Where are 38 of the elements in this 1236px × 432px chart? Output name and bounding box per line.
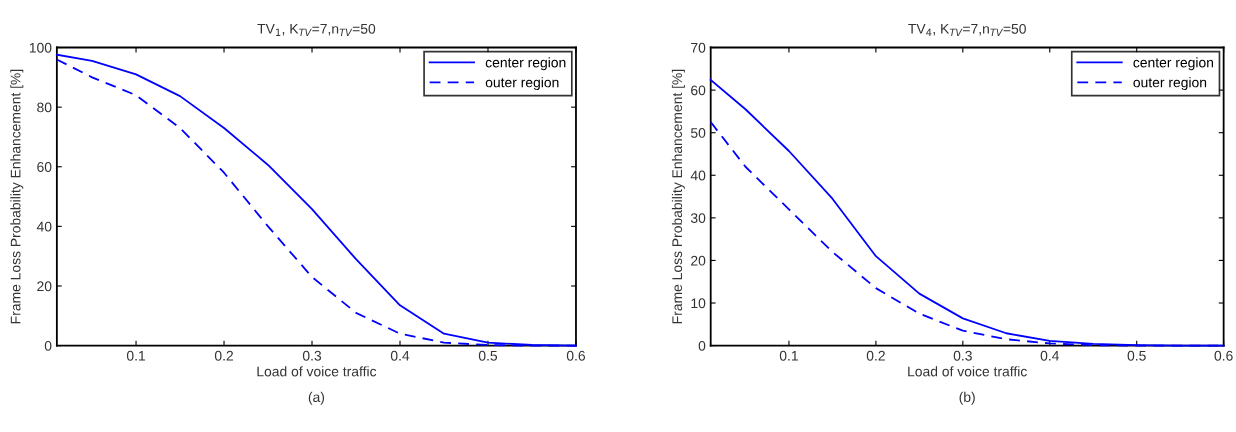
chart-title: TV$_{4}$, K$_{TV}$=7,n$_{TV}$=50 (908, 23, 1026, 36)
x-tick-label: 0.4 (390, 350, 410, 361)
x-axis-title: Load of voice traffic (908, 366, 1027, 377)
x-tick-label: 0.1 (779, 350, 798, 361)
y-axis-title: Frame Loss Probability Enhancement [%] (10, 69, 24, 324)
x-tick-label: 0.5 (1127, 350, 1146, 361)
legend-label: center region (1133, 57, 1214, 71)
x-tick-label: 0.6 (566, 350, 586, 361)
y-tick-label: 0 (44, 340, 52, 351)
y-tick-label: 60 (37, 162, 52, 172)
y-tick-label: 0 (698, 340, 706, 351)
x-axis-title: Load of voice traffic (257, 366, 377, 377)
x-tick-label: 0.3 (302, 350, 322, 361)
y-tick-label: 40 (690, 170, 706, 181)
y-tick-label: 60 (691, 85, 706, 96)
legend-label: outer region (1133, 77, 1207, 91)
y-axis-title: Frame Loss Probability Enhancement [%] (671, 69, 685, 324)
legend-label: outer region (485, 77, 559, 91)
x-tick-label: 0.2 (214, 350, 233, 361)
legend-label: center region (485, 57, 566, 71)
y-tick-label: 10 (691, 298, 706, 309)
text: (a) (308, 391, 325, 405)
x-tick-label: 0.1 (126, 350, 146, 361)
y-tick-label: 40 (36, 221, 52, 232)
y-tick-label: 20 (691, 255, 706, 266)
y-tick-label: 80 (37, 102, 52, 113)
chart-title: TV$_{1}$, K$_{TV}$=7,n$_{TV}$=50 (257, 23, 376, 36)
x-tick-label: 0.3 (953, 350, 972, 361)
y-tick-label: 50 (690, 128, 706, 138)
x-tick-label: 0.6 (1214, 350, 1233, 361)
x-tick-label: 0.4 (1040, 350, 1060, 361)
y-tick-label: 70 (691, 42, 706, 53)
text: (b) (959, 391, 975, 405)
y-tick-label: 30 (690, 213, 706, 224)
x-tick-label: 0.2 (866, 350, 885, 361)
x-tick-label: 0.5 (478, 350, 498, 361)
y-tick-label: 100 (29, 42, 52, 53)
y-tick-label: 20 (37, 281, 52, 292)
